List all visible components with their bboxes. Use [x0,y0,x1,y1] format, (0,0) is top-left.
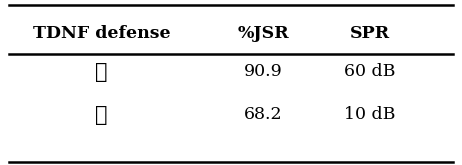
Text: TDNF defense: TDNF defense [33,24,170,42]
Text: ✗: ✗ [95,62,108,82]
Text: 90.9: 90.9 [244,63,283,80]
Text: 60 dB: 60 dB [344,63,395,80]
Text: 68.2: 68.2 [244,106,283,123]
Text: %JSR: %JSR [237,24,289,42]
Text: SPR: SPR [350,24,389,42]
Text: ✓: ✓ [95,105,108,125]
Text: 10 dB: 10 dB [344,106,395,123]
